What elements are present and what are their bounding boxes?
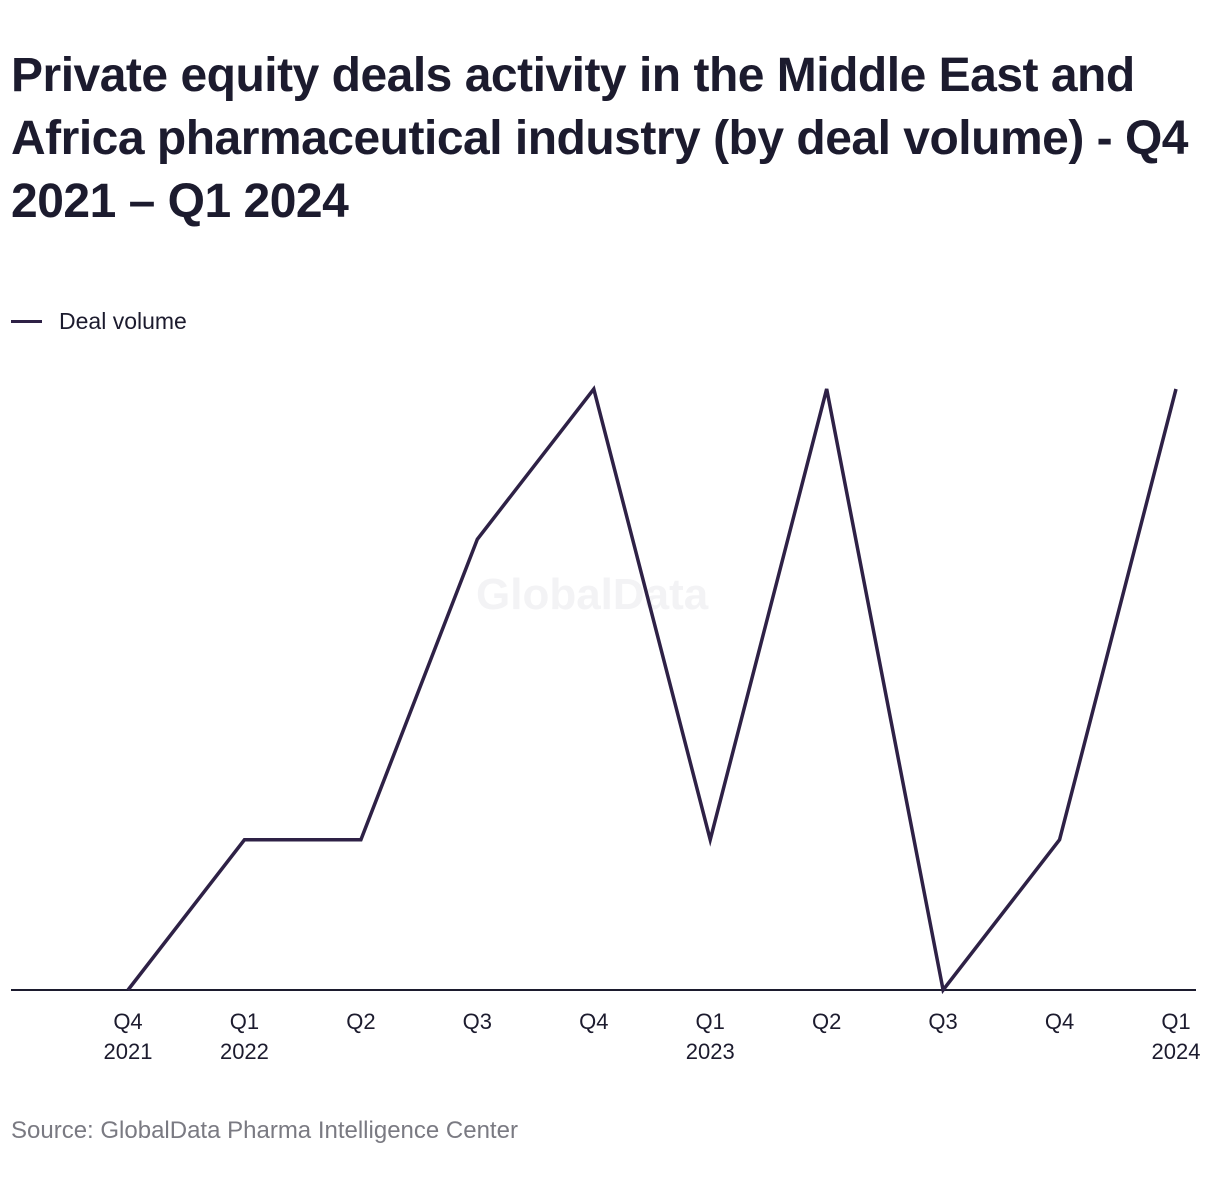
legend-label-deal-volume: Deal volume	[59, 307, 187, 334]
x-tick-label-quarter: Q4	[113, 1009, 142, 1034]
x-tick-label-year: 2024	[1152, 1039, 1201, 1064]
series-line-deal-volume	[126, 385, 1178, 995]
x-tick-label-year: 2021	[104, 1039, 153, 1064]
x-tick-label-quarter: Q3	[928, 1009, 957, 1034]
legend: Deal volume	[11, 306, 187, 336]
x-tick-label-quarter: Q3	[463, 1009, 492, 1034]
legend-line-swatch	[11, 319, 42, 323]
x-tick-label-year: 2022	[220, 1039, 269, 1064]
watermark: GlobalData	[476, 570, 709, 619]
source-note: Source: GlobalData Pharma Intelligence C…	[11, 1117, 518, 1144]
x-tick-label-quarter: Q2	[812, 1009, 841, 1034]
x-tick-label-quarter: Q2	[346, 1009, 375, 1034]
x-tick-label-quarter: Q1	[696, 1009, 725, 1034]
x-tick-label-quarter: Q4	[579, 1009, 608, 1034]
x-tick-label-quarter: Q4	[1045, 1009, 1074, 1034]
x-tick-label-year: 2023	[686, 1039, 735, 1064]
x-tick-label-quarter: Q1	[230, 1009, 259, 1034]
chart-title: Private equity deals activity in the Mid…	[11, 49, 1189, 228]
x-tick-label-quarter: Q1	[1161, 1009, 1190, 1034]
